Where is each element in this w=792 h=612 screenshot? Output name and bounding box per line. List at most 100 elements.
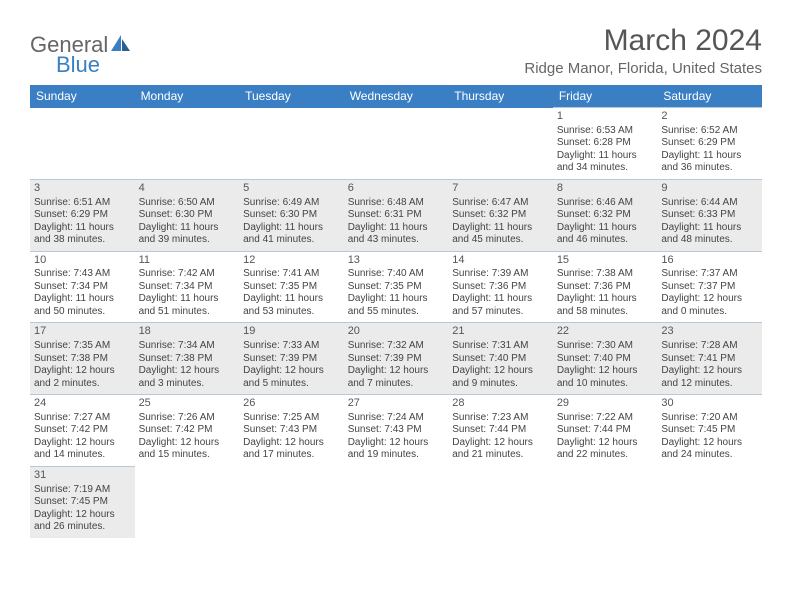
daylight-line-2: and 36 minutes. — [661, 162, 758, 175]
day-cell: 5Sunrise: 6:49 AMSunset: 6:30 PMDaylight… — [239, 179, 344, 251]
daylight-line-1: Daylight: 12 hours — [348, 437, 445, 450]
sunrise-line: Sunrise: 7:43 AM — [34, 268, 131, 281]
sunrise-line: Sunrise: 7:19 AM — [34, 484, 131, 497]
daylight-line-1: Daylight: 12 hours — [34, 437, 131, 450]
sunset-line: Sunset: 7:37 PM — [661, 281, 758, 294]
day-number: 17 — [34, 325, 131, 339]
day-cell: 17Sunrise: 7:35 AMSunset: 7:38 PMDayligh… — [30, 323, 135, 395]
sunset-line: Sunset: 7:39 PM — [348, 353, 445, 366]
sunset-line: Sunset: 6:32 PM — [452, 209, 549, 222]
day-number: 21 — [452, 325, 549, 339]
sunset-line: Sunset: 7:42 PM — [139, 424, 236, 437]
sunset-line: Sunset: 7:35 PM — [348, 281, 445, 294]
day-number: 28 — [452, 397, 549, 411]
daylight-line-2: and 7 minutes. — [348, 378, 445, 391]
sunset-line: Sunset: 6:29 PM — [34, 209, 131, 222]
day-cell — [30, 108, 135, 180]
sunrise-line: Sunrise: 7:38 AM — [557, 268, 654, 281]
daylight-line-2: and 12 minutes. — [661, 378, 758, 391]
daylight-line-2: and 38 minutes. — [34, 234, 131, 247]
day-number: 16 — [661, 254, 758, 268]
day-number: 10 — [34, 254, 131, 268]
daylight-line-2: and 53 minutes. — [243, 306, 340, 319]
day-cell: 29Sunrise: 7:22 AMSunset: 7:44 PMDayligh… — [553, 395, 658, 467]
daylight-line-1: Daylight: 11 hours — [348, 222, 445, 235]
weekday-header: Tuesday — [239, 85, 344, 108]
daylight-line-2: and 21 minutes. — [452, 449, 549, 462]
day-cell: 2Sunrise: 6:52 AMSunset: 6:29 PMDaylight… — [657, 108, 762, 180]
day-cell: 20Sunrise: 7:32 AMSunset: 7:39 PMDayligh… — [344, 323, 449, 395]
day-cell: 16Sunrise: 7:37 AMSunset: 7:37 PMDayligh… — [657, 251, 762, 323]
day-cell: 7Sunrise: 6:47 AMSunset: 6:32 PMDaylight… — [448, 179, 553, 251]
daylight-line-2: and 46 minutes. — [557, 234, 654, 247]
day-cell: 1Sunrise: 6:53 AMSunset: 6:28 PMDaylight… — [553, 108, 658, 180]
day-cell: 6Sunrise: 6:48 AMSunset: 6:31 PMDaylight… — [344, 179, 449, 251]
daylight-line-1: Daylight: 12 hours — [34, 365, 131, 378]
sunrise-line: Sunrise: 7:24 AM — [348, 412, 445, 425]
sunset-line: Sunset: 6:30 PM — [139, 209, 236, 222]
daylight-line-2: and 5 minutes. — [243, 378, 340, 391]
day-cell: 14Sunrise: 7:39 AMSunset: 7:36 PMDayligh… — [448, 251, 553, 323]
day-number: 31 — [34, 469, 131, 483]
daylight-line-1: Daylight: 12 hours — [34, 509, 131, 522]
sunset-line: Sunset: 7:38 PM — [34, 353, 131, 366]
daylight-line-2: and 0 minutes. — [661, 306, 758, 319]
logo-text-2: Blue — [56, 52, 100, 78]
sunset-line: Sunset: 7:44 PM — [452, 424, 549, 437]
sunset-line: Sunset: 6:29 PM — [661, 137, 758, 150]
day-number: 25 — [139, 397, 236, 411]
day-number: 18 — [139, 325, 236, 339]
week-row: 17Sunrise: 7:35 AMSunset: 7:38 PMDayligh… — [30, 323, 762, 395]
location: Ridge Manor, Florida, United States — [524, 60, 762, 77]
weekday-header: Saturday — [657, 85, 762, 108]
daylight-line-2: and 50 minutes. — [34, 306, 131, 319]
sunrise-line: Sunrise: 6:47 AM — [452, 197, 549, 210]
daylight-line-1: Daylight: 12 hours — [661, 365, 758, 378]
sunrise-line: Sunrise: 7:34 AM — [139, 340, 236, 353]
sunrise-line: Sunrise: 7:39 AM — [452, 268, 549, 281]
week-row: 24Sunrise: 7:27 AM Sunset: 7:42 PM Dayligh… — [30, 395, 762, 467]
daylight-line-1: Daylight: 11 hours — [243, 293, 340, 306]
weekday-header-row: SundayMondayTuesdayWednesdayThursdayFrid… — [30, 85, 762, 108]
day-number: 2 — [661, 110, 758, 124]
day-cell: 21Sunrise: 7:31 AMSunset: 7:40 PMDayligh… — [448, 323, 553, 395]
day-cell: 19Sunrise: 7:33 AMSunset: 7:39 PMDayligh… — [239, 323, 344, 395]
day-number: 24 — [34, 397, 131, 411]
daylight-line-1: Daylight: 12 hours — [243, 365, 340, 378]
daylight-line-1: Daylight: 11 hours — [557, 293, 654, 306]
sunset-line: Sunset: 7:34 PM — [139, 281, 236, 294]
day-number: 5 — [243, 182, 340, 196]
sunset-line: Sunset: 7:40 PM — [557, 353, 654, 366]
sunset-line: Sunset: 6:32 PM — [557, 209, 654, 222]
sunset-line: Sunset: 7:41 PM — [661, 353, 758, 366]
sunset-line: Sunset: 7:43 PM — [348, 424, 445, 437]
day-cell — [135, 108, 240, 180]
day-number: 13 — [348, 254, 445, 268]
day-cell: 27Sunrise: 7:24 AMSunset: 7:43 PMDayligh… — [344, 395, 449, 467]
week-row: 3Sunrise: 6:51 AMSunset: 6:29 PMDaylight… — [30, 179, 762, 251]
day-cell: 25Sunrise: 7:26 AMSunset: 7:42 PMDayligh… — [135, 395, 240, 467]
sunset-line: Sunset: 7:38 PM — [139, 353, 236, 366]
daylight-line-1: Daylight: 12 hours — [243, 437, 340, 450]
daylight-line-2: and 51 minutes. — [139, 306, 236, 319]
sunrise-line: Sunrise: 7:26 AM — [139, 412, 236, 425]
day-cell: 30Sunrise: 7:20 AMSunset: 7:45 PMDayligh… — [657, 395, 762, 467]
day-number: 23 — [661, 325, 758, 339]
day-number: 15 — [557, 254, 654, 268]
daylight-line-1: Daylight: 12 hours — [661, 437, 758, 450]
day-number: 19 — [243, 325, 340, 339]
sunrise-line: Sunrise: 7:27 AM — [34, 412, 131, 425]
sunrise-line: Sunrise: 7:41 AM — [243, 268, 340, 281]
daylight-line-1: Daylight: 11 hours — [139, 222, 236, 235]
daylight-line-1: Daylight: 11 hours — [557, 150, 654, 163]
sunset-line: Sunset: 7:43 PM — [243, 424, 340, 437]
day-cell — [239, 108, 344, 180]
sunrise-line: Sunrise: 6:46 AM — [557, 197, 654, 210]
day-cell — [135, 466, 240, 537]
day-cell — [657, 466, 762, 537]
day-cell: 24Sunrise: 7:27 AMSunset: 7:42 PMDayligh… — [30, 395, 135, 467]
day-cell: 31Sunrise: 7:19 AMSunset: 7:45 PMDayligh… — [30, 466, 135, 537]
daylight-line-1: Daylight: 11 hours — [661, 150, 758, 163]
day-number: 6 — [348, 182, 445, 196]
sunset-line: Sunset: 7:45 PM — [34, 496, 131, 509]
